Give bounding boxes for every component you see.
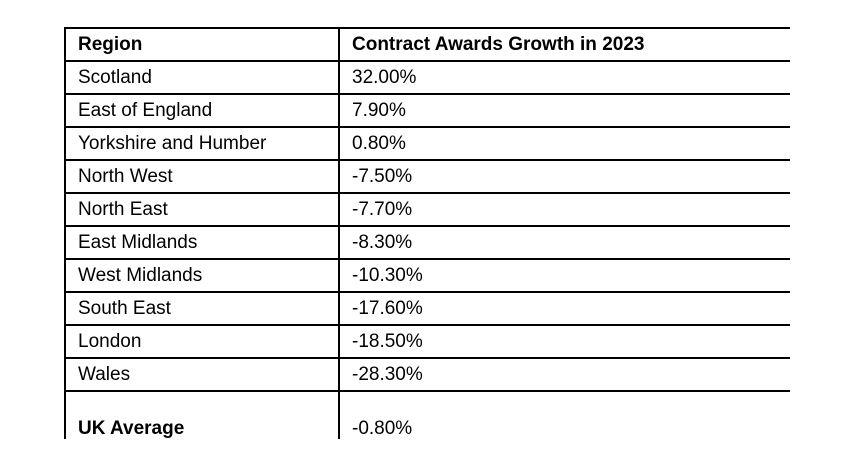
table-container: Region Contract Awards Growth in 2023 Sc… <box>64 27 790 439</box>
growth-cell: -17.60% <box>338 291 790 326</box>
table-row: Scotland 32.00% <box>64 60 790 95</box>
region-cell: West Midlands <box>64 258 340 293</box>
region-cell: Yorkshire and Humber <box>64 126 340 161</box>
region-cell: South East <box>64 291 340 326</box>
table-row: South East -17.60% <box>64 291 790 326</box>
region-cell: North West <box>64 159 340 194</box>
region-cell: East of England <box>64 93 340 128</box>
table-row: London -18.50% <box>64 324 790 359</box>
region-cell: East Midlands <box>64 225 340 260</box>
table-row: East Midlands -8.30% <box>64 225 790 260</box>
growth-cell: -7.50% <box>338 159 790 194</box>
table-row: West Midlands -10.30% <box>64 258 790 293</box>
header-growth: Contract Awards Growth in 2023 <box>338 27 790 62</box>
region-cell: North East <box>64 192 340 227</box>
table-row: Wales -28.30% <box>64 357 790 392</box>
table-row: Yorkshire and Humber 0.80% <box>64 126 790 161</box>
growth-cell: -7.70% <box>338 192 790 227</box>
header-region: Region <box>64 27 340 62</box>
growth-cell: -8.30% <box>338 225 790 260</box>
uk-average-row: UK Average -0.80% <box>64 390 790 439</box>
table-header-row: Region Contract Awards Growth in 2023 <box>64 27 790 62</box>
region-cell: Scotland <box>64 60 340 95</box>
region-cell: London <box>64 324 340 359</box>
region-cell: Wales <box>64 357 340 392</box>
growth-cell: 32.00% <box>338 60 790 95</box>
table-row: North West -7.50% <box>64 159 790 194</box>
contract-awards-table: Region Contract Awards Growth in 2023 Sc… <box>64 27 790 439</box>
growth-cell: -10.30% <box>338 258 790 293</box>
growth-cell: -18.50% <box>338 324 790 359</box>
uk-average-label: UK Average <box>64 390 340 439</box>
uk-average-value: -0.80% <box>338 390 790 439</box>
table-row: North East -7.70% <box>64 192 790 227</box>
growth-cell: 0.80% <box>338 126 790 161</box>
growth-cell: -28.30% <box>338 357 790 392</box>
table-row: East of England 7.90% <box>64 93 790 128</box>
growth-cell: 7.90% <box>338 93 790 128</box>
